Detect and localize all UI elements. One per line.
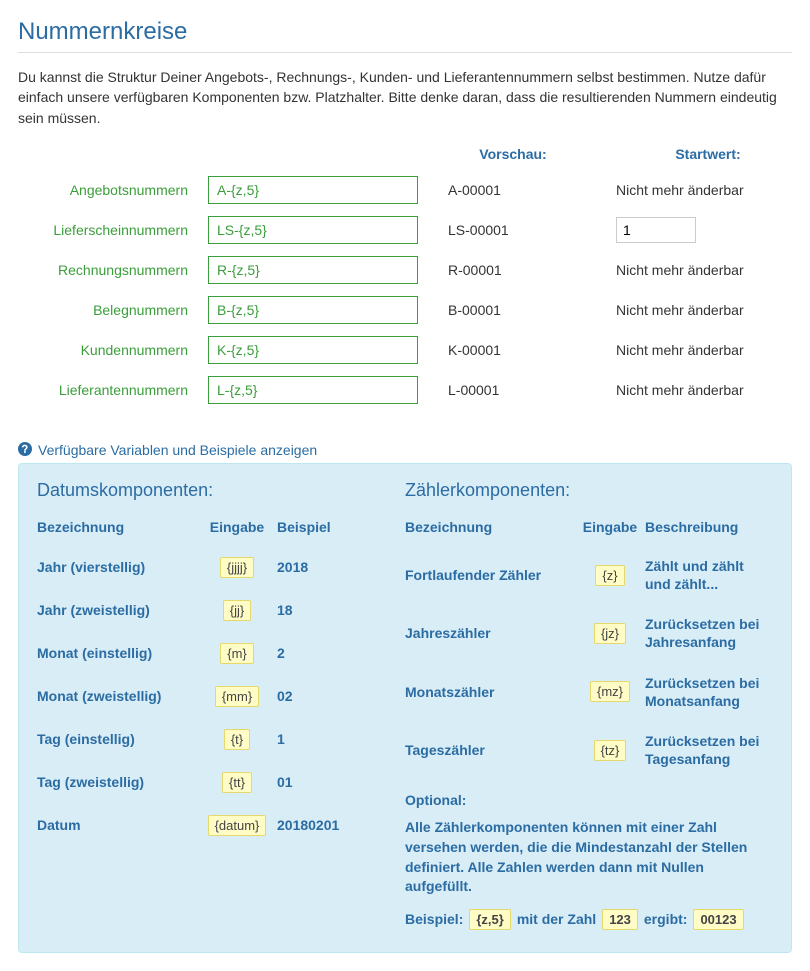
date-item-name: Monat (einstellig) xyxy=(37,645,197,661)
date-item-example: 02 xyxy=(277,688,357,704)
example-line: Beispiel: {z,5} mit der Zahl 123 ergibt:… xyxy=(405,909,773,930)
date-item-name: Jahr (zweistellig) xyxy=(37,602,197,618)
row-label: Belegnummern xyxy=(18,296,198,324)
header-preview: Vorschau: xyxy=(428,146,598,170)
help-icon xyxy=(18,442,32,459)
pattern-input[interactable] xyxy=(208,296,418,324)
date-item-name: Jahr (vierstellig) xyxy=(37,559,197,575)
counter-grid: Bezeichnung Eingabe Beschreibung Fortlau… xyxy=(405,519,773,769)
pattern-input[interactable] xyxy=(208,336,418,364)
not-editable-text: Nicht mehr änderbar xyxy=(608,176,808,204)
not-editable-text: Nicht mehr änderbar xyxy=(608,256,808,284)
row-label: Angebotsnummern xyxy=(18,176,198,204)
example-mid: mit der Zahl xyxy=(517,911,596,927)
date-col-name: Bezeichnung xyxy=(37,519,197,535)
counter-item-code: {z} xyxy=(575,565,645,586)
row-label: Lieferscheinnummern xyxy=(18,216,198,244)
header-empty2 xyxy=(208,154,418,162)
optional-block: Optional: Alle Zählerkomponenten können … xyxy=(405,792,773,929)
not-editable-text: Nicht mehr änderbar xyxy=(608,376,808,404)
date-item-code: {t} xyxy=(197,729,277,750)
optional-title: Optional: xyxy=(405,792,773,808)
counter-col-name: Bezeichnung xyxy=(405,519,575,535)
date-components-col: Datumskomponenten: Bezeichnung Eingabe B… xyxy=(37,480,405,930)
divider xyxy=(18,52,792,53)
example-result: 00123 xyxy=(693,909,743,930)
date-item-code: {datum} xyxy=(197,815,277,836)
date-item-code: {m} xyxy=(197,643,277,664)
not-editable-text: Nicht mehr änderbar xyxy=(608,336,808,364)
date-heading: Datumskomponenten: xyxy=(37,480,405,501)
preview-value: B-00001 xyxy=(428,296,598,324)
date-item-code: {jjjj} xyxy=(197,557,277,578)
preview-value: LS-00001 xyxy=(428,216,598,244)
counter-item-name: Monatszähler xyxy=(405,684,575,700)
header-startvalue: Startwert: xyxy=(608,146,808,170)
date-item-example: 20180201 xyxy=(277,817,357,833)
pattern-input[interactable] xyxy=(208,216,418,244)
date-item-code: {mm} xyxy=(197,686,277,707)
date-item-code: {tt} xyxy=(197,772,277,793)
date-item-name: Tag (einstellig) xyxy=(37,731,197,747)
date-item-example: 1 xyxy=(277,731,357,747)
preview-value: K-00001 xyxy=(428,336,598,364)
counter-item-desc: Zurücksetzen bei Jahresanfang xyxy=(645,615,773,651)
counter-components-col: Zählerkomponenten: Bezeichnung Eingabe B… xyxy=(405,480,773,930)
counter-item-code: {tz} xyxy=(575,740,645,761)
page-title: Nummernkreise xyxy=(18,18,792,46)
date-item-example: 2 xyxy=(277,645,357,661)
preview-value: R-00001 xyxy=(428,256,598,284)
startvalue-input[interactable] xyxy=(616,217,696,243)
not-editable-text: Nicht mehr änderbar xyxy=(608,296,808,324)
counter-item-code: {jz} xyxy=(575,623,645,644)
row-label: Lieferantennummern xyxy=(18,376,198,404)
counter-item-code: {mz} xyxy=(575,681,645,702)
counter-item-name: Fortlaufender Zähler xyxy=(405,567,575,583)
row-label: Rechnungsnummern xyxy=(18,256,198,284)
counter-item-name: Jahreszähler xyxy=(405,625,575,641)
counter-col-code: Eingabe xyxy=(575,519,645,535)
counter-heading: Zählerkomponenten: xyxy=(405,480,773,501)
example-code2: 123 xyxy=(602,909,638,930)
pattern-input[interactable] xyxy=(208,256,418,284)
example-label: Beispiel: xyxy=(405,911,463,927)
toggle-help-label: Verfügbare Variablen und Beispiele anzei… xyxy=(38,442,317,458)
help-panel: Datumskomponenten: Bezeichnung Eingabe B… xyxy=(18,463,792,953)
toggle-help-link[interactable]: Verfügbare Variablen und Beispiele anzei… xyxy=(18,442,317,459)
preview-value: L-00001 xyxy=(428,376,598,404)
date-col-example: Beispiel xyxy=(277,519,357,535)
header-empty xyxy=(18,154,198,162)
preview-value: A-00001 xyxy=(428,176,598,204)
optional-text: Alle Zählerkomponenten können mit einer … xyxy=(405,818,773,896)
counter-col-desc: Beschreibung xyxy=(645,519,773,535)
pattern-input[interactable] xyxy=(208,176,418,204)
counter-item-name: Tageszähler xyxy=(405,742,575,758)
example-code1: {z,5} xyxy=(469,909,510,930)
intro-text: Du kannst die Struktur Deiner Angebots-,… xyxy=(18,67,792,128)
date-item-name: Datum xyxy=(37,817,197,833)
date-item-code: {jj} xyxy=(197,600,277,621)
date-col-code: Eingabe xyxy=(197,519,277,535)
counter-item-desc: Zurücksetzen bei Tagesanfang xyxy=(645,732,773,768)
date-item-example: 01 xyxy=(277,774,357,790)
date-item-example: 18 xyxy=(277,602,357,618)
date-grid: Bezeichnung Eingabe Beispiel Jahr (viers… xyxy=(37,519,405,836)
counter-item-desc: Zurücksetzen bei Monatsanfang xyxy=(645,674,773,710)
date-item-name: Tag (zweistellig) xyxy=(37,774,197,790)
date-item-name: Monat (zweistellig) xyxy=(37,688,197,704)
row-label: Kundennummern xyxy=(18,336,198,364)
counter-item-desc: Zählt und zählt und zählt... xyxy=(645,557,773,593)
config-grid: Vorschau: Startwert: AngebotsnummernA-00… xyxy=(18,146,792,410)
date-item-example: 2018 xyxy=(277,559,357,575)
pattern-input[interactable] xyxy=(208,376,418,404)
example-suffix: ergibt: xyxy=(644,911,688,927)
